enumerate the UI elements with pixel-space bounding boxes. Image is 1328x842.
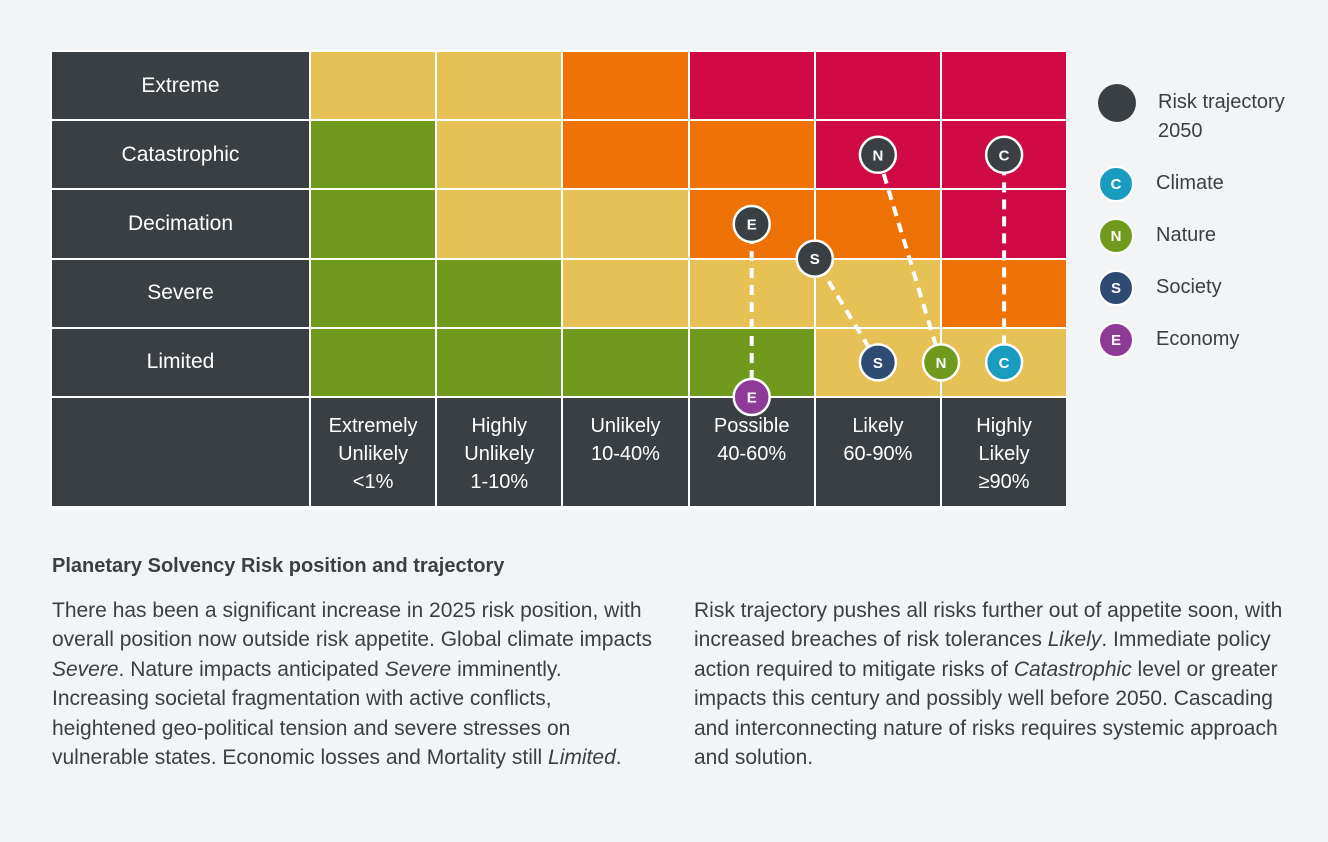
marker-2050-climate: C	[984, 135, 1024, 175]
svg-text:E: E	[747, 217, 757, 234]
caption-text: . Immediate policy action required to mi…	[694, 628, 1271, 681]
matrix-cell-decimation-1	[437, 190, 562, 258]
matrix-cell-catastrophic-2	[563, 121, 688, 189]
likelihood-label-line: 1-10%	[470, 471, 529, 493]
caption-text: There has been a significant increase in…	[52, 599, 652, 652]
matrix-cell-severe-2	[563, 259, 688, 327]
matrix-cell-severe-0	[311, 259, 436, 327]
matrix-cell-extreme-0	[311, 52, 436, 120]
likelihood-label-line: Unlikely	[464, 443, 535, 465]
impact-label-decimation: Decimation	[52, 190, 309, 258]
legend-item-climate: C Climate	[1098, 166, 1224, 202]
caption-paragraph-left: There has been a significant increase in…	[52, 596, 652, 772]
likelihood-label-line: Unlikely	[590, 415, 661, 437]
matrix-cell-severe-1	[437, 259, 562, 327]
likelihood-label-line: Likely	[852, 415, 904, 437]
svg-text:C: C	[999, 355, 1010, 372]
trajectory-line-society	[813, 257, 880, 364]
legend-label-society: Society	[1156, 276, 1222, 298]
likelihood-label-line: 40-60%	[717, 443, 787, 465]
matrix-cell-extreme-4	[815, 52, 940, 120]
likelihood-label-line: Likely	[978, 443, 1030, 465]
legend-item-trajectory: Risk trajectory 2050	[1098, 84, 1308, 146]
marker-2050-nature: N	[858, 135, 898, 175]
matrix-cell-decimation-4	[815, 190, 940, 258]
caption-emphasis: Limited	[548, 746, 616, 770]
likelihood-label-line: Unlikely	[338, 443, 409, 465]
likelihood-label-2: Unlikely 10-40%	[563, 398, 688, 506]
likelihood-label-line: 60-90%	[843, 443, 913, 465]
legend-item-nature: N Nature	[1098, 218, 1216, 254]
marker-2050-society: S	[795, 239, 835, 278]
impact-label-severe: Severe	[52, 259, 309, 327]
impact-label-limited: Limited	[52, 328, 309, 396]
likelihood-label-3: Possible 40-60%	[689, 398, 814, 506]
matrix-cell-limited-2	[563, 328, 688, 396]
legend-label-trajectory: Risk trajectory 2050	[1158, 91, 1285, 142]
svg-text:E: E	[747, 390, 757, 407]
likelihood-label-line: Extremely	[328, 415, 418, 437]
svg-text:C: C	[999, 147, 1010, 164]
matrix-cell-limited-1	[437, 328, 562, 396]
marker-2050-economy: E	[732, 204, 771, 244]
trajectory-line-nature	[875, 154, 943, 363]
caption-emphasis: Severe	[384, 657, 452, 681]
matrix-cell-extreme-5	[942, 52, 1067, 120]
likelihood-label-line: <1%	[352, 471, 394, 493]
marker-current-economy: E	[732, 377, 771, 417]
legend-swatch-nature: N	[1098, 218, 1134, 254]
legend-item-economy: E Economy	[1098, 322, 1239, 358]
likelihood-label-line: Highly	[471, 415, 528, 437]
caption-text: .	[615, 746, 622, 770]
likelihood-label-5: Highly Likely ≥90%	[942, 398, 1067, 506]
impact-label-extreme: Extreme	[52, 52, 309, 120]
marker-current-society: S	[858, 343, 898, 382]
legend-swatch-society: S	[1098, 270, 1134, 306]
matrix-cell-extreme-1	[437, 52, 562, 120]
legend-swatch-trajectory	[1098, 84, 1136, 122]
legend-item-society: S Society	[1098, 270, 1222, 306]
matrix-corner	[52, 398, 309, 506]
svg-text:S: S	[873, 355, 883, 372]
risk-matrix: Extreme Catastrophic Decimation Severe Limit…	[50, 50, 1067, 510]
legend-label-nature: Nature	[1156, 224, 1217, 246]
matrix-cell-catastrophic-3	[689, 121, 814, 189]
likelihood-label-0: Extremely Unlikely <1%	[311, 398, 436, 506]
likelihood-label-line: ≥90%	[978, 471, 1030, 493]
matrix-cell-extreme-3	[689, 52, 814, 120]
marker-current-nature: N	[921, 343, 961, 382]
caption-emphasis: Catastrophic	[1013, 657, 1132, 681]
likelihood-label-4: Likely 60-90%	[815, 398, 940, 506]
caption-text: imminently. Increasing societal fragment…	[52, 657, 571, 770]
likelihood-label-line: Highly	[976, 415, 1032, 437]
matrix-cell-decimation-2	[563, 190, 688, 258]
marker-current-climate: C	[984, 343, 1024, 382]
trajectory-overlay: E E S S N N C C	[732, 135, 1024, 417]
matrix-cell-catastrophic-0	[311, 121, 436, 189]
likelihood-label-line: Possible	[713, 415, 790, 437]
caption-paragraph-right: Risk trajectory pushes all risks further…	[694, 596, 1294, 772]
likelihood-label-line: 10-40%	[591, 443, 660, 465]
likelihood-label-1: Highly Unlikely 1-10%	[437, 398, 562, 506]
caption-emphasis: Likely	[1047, 628, 1102, 652]
legend-label-economy: Economy	[1156, 328, 1240, 350]
matrix-cell-limited-0	[311, 328, 436, 396]
legend-swatch-climate: C	[1098, 166, 1134, 202]
caption-text: . Nature impacts anticipated	[118, 657, 385, 681]
legend-swatch-economy: E	[1098, 322, 1134, 358]
impact-label-catastrophic: Catastrophic	[52, 121, 309, 189]
matrix-cell-decimation-0	[311, 190, 436, 258]
svg-text:S: S	[810, 251, 820, 268]
caption-text: Risk trajectory pushes all risks further…	[694, 599, 1283, 652]
caption-text: level or greater impacts this century an…	[694, 657, 1278, 770]
legend-label-climate: Climate	[1156, 172, 1224, 194]
caption-emphasis: Severe	[52, 657, 119, 681]
matrix-cell-catastrophic-1	[437, 121, 562, 189]
matrix-cell-extreme-2	[563, 52, 688, 120]
svg-text:N: N	[872, 147, 883, 164]
caption-title: Planetary Solvency Risk position and tra…	[52, 555, 505, 577]
svg-text:N: N	[936, 355, 947, 372]
